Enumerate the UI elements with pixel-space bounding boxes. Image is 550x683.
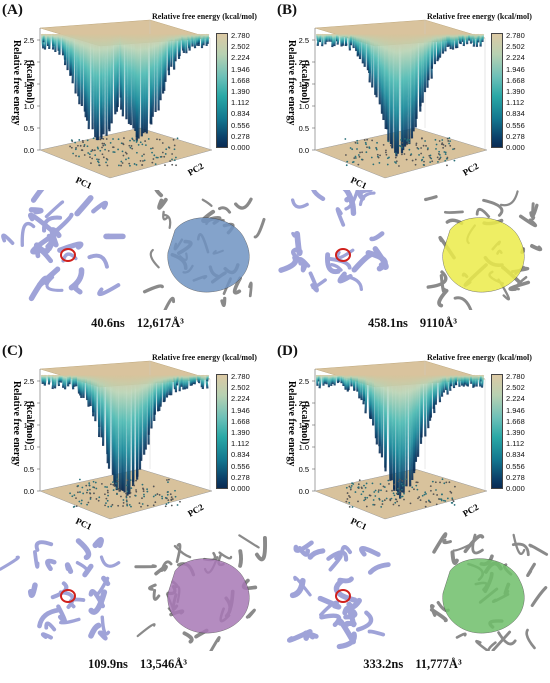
snapshot-time: 333.2ns — [363, 657, 404, 671]
panel-d: 0.0 0.5 1.0 1.5 2.0 2.5 Relative free energy (k… — [275, 341, 550, 682]
z-tick-label: 2.5 — [299, 36, 309, 45]
z-tick-label: 1.5 — [24, 421, 34, 430]
pc2-label: PC2 — [186, 502, 206, 519]
caption-d: 333.2ns 11,777Å³ — [275, 657, 550, 672]
colorbar-title: Relative free energy (kcal/mol) — [427, 353, 532, 362]
colorbar — [216, 33, 228, 148]
z-axis-label: Relative free energy — [11, 40, 22, 125]
z-axis-unit: (kcal/mol) — [24, 60, 35, 103]
binding-pocket — [167, 558, 250, 634]
pocket-volume: 12,617Å³ — [136, 316, 184, 330]
colorbar-title: Relative free energy (kcal/mol) — [152, 353, 257, 362]
colorbar-ticks: 2.780 2.502 2.224 1.946 1.668 1.390 1.112 0.834… — [231, 31, 250, 153]
pocket-volume: 9110Å³ — [419, 316, 458, 330]
z-tick-label: 1.0 — [299, 102, 309, 111]
colorbar-title: Relative free energy (kcal/mol) — [152, 12, 257, 21]
z-tick-label: 0.0 — [299, 146, 309, 155]
ligand-marker — [60, 589, 76, 603]
snapshot-time: 458.1ns — [367, 316, 408, 330]
binding-pocket — [442, 558, 525, 634]
pc2-label: PC2 — [186, 161, 206, 178]
protein-surface-view — [424, 190, 543, 310]
pc1-label: PC1 — [74, 175, 94, 191]
protein-images-a — [1, 190, 266, 310]
z-tick-label: 1.5 — [299, 80, 309, 89]
snapshot-time: 109.9ns — [87, 657, 128, 671]
z-tick-label: 0.5 — [299, 124, 309, 133]
pc2-label: PC2 — [461, 502, 481, 519]
colorbar-title: Relative free energy (kcal/mol) — [427, 12, 532, 21]
z-axis-unit: (kcal/mol) — [24, 401, 35, 444]
z-tick-label: 0.0 — [24, 146, 34, 155]
z-tick-label: 2.5 — [24, 377, 34, 386]
z-tick-label: 0.0 — [24, 487, 34, 496]
protein-images-d — [286, 532, 549, 651]
protein-surface-view — [134, 534, 268, 651]
z-tick-label: 0.5 — [24, 124, 34, 133]
panel-label: (A) — [2, 2, 23, 18]
z-tick-label: 2.0 — [299, 58, 309, 67]
z-axis-unit: (kcal/mol) — [299, 60, 310, 103]
z-tick-label: 2.5 — [299, 377, 309, 386]
z-axis-label: Relative free energy — [11, 381, 22, 466]
z-axis-label: Relative free energy — [286, 381, 297, 466]
colorbar-ticks: 2.780 2.502 2.224 1.946 1.668 1.390 1.112 0.834… — [506, 372, 525, 494]
z-tick-label: 1.5 — [24, 80, 34, 89]
ligand-marker — [335, 248, 351, 262]
caption-a: 40.6ns 12,617Å³ — [0, 316, 275, 331]
z-axis-unit: (kcal/mol) — [299, 401, 310, 444]
binding-pocket — [442, 217, 525, 293]
colorbar — [216, 374, 228, 489]
protein-cartoon — [278, 190, 389, 293]
z-tick-label: 2.0 — [24, 58, 34, 67]
protein-cartoon — [286, 540, 391, 650]
colorbar-ticks: 2.780 2.502 2.224 1.946 1.668 1.390 1.112 0.834… — [506, 31, 525, 153]
pc1-label: PC1 — [74, 516, 94, 532]
z-tick-label: 1.5 — [299, 421, 309, 430]
z-axis-label: Relative free energy — [286, 40, 297, 125]
z-tick-label: 2.5 — [24, 36, 34, 45]
z-tick-label: 1.0 — [24, 102, 34, 111]
panel-c: 0.0 0.5 1.0 1.5 2.0 2.5 Relative free energy (k… — [0, 341, 275, 682]
panel-label: (C) — [2, 343, 23, 359]
caption-b: 458.1ns 9110Å³ — [275, 316, 550, 331]
protein-surface-view — [429, 532, 549, 651]
ligand-marker — [335, 589, 351, 603]
panel-b: 0.0 0.5 1.0 1.5 2.0 2.5 Relative free energy (k… — [275, 0, 550, 341]
colorbar — [491, 33, 503, 148]
z-tick-label: 0.0 — [299, 487, 309, 496]
pocket-volume: 11,777Å³ — [415, 657, 462, 671]
z-tick-label: 1.0 — [299, 443, 309, 452]
panel-label: (D) — [277, 343, 298, 359]
protein-cartoon — [1, 190, 126, 302]
binding-pocket — [167, 217, 250, 293]
z-tick-label: 0.5 — [299, 465, 309, 474]
ligand-marker — [60, 248, 76, 262]
protein-images-c — [0, 534, 268, 651]
pc2-label: PC2 — [461, 161, 481, 178]
protein-cartoon — [0, 536, 121, 641]
colorbar — [491, 374, 503, 489]
z-tick-label: 2.0 — [24, 399, 34, 408]
z-tick-label: 0.5 — [24, 465, 34, 474]
colorbar-ticks: 2.780 2.502 2.224 1.946 1.668 1.390 1.112 0.834… — [231, 372, 250, 494]
panel-label: (B) — [277, 2, 297, 18]
pc1-label: PC1 — [349, 516, 369, 532]
snapshot-time: 40.6ns — [91, 316, 125, 330]
caption-c: 109.9ns 13,546Å³ — [0, 657, 275, 672]
protein-images-b — [278, 190, 543, 310]
z-tick-label: 1.0 — [24, 443, 34, 452]
z-tick-label: 2.0 — [299, 399, 309, 408]
pc1-label: PC1 — [349, 175, 369, 191]
panel-a: 0.0 0.5 1.0 1.5 2.0 2.5 Relative free energy (k… — [0, 0, 275, 341]
pocket-volume: 13,546Å³ — [139, 657, 188, 671]
protein-surface-view — [142, 190, 266, 310]
